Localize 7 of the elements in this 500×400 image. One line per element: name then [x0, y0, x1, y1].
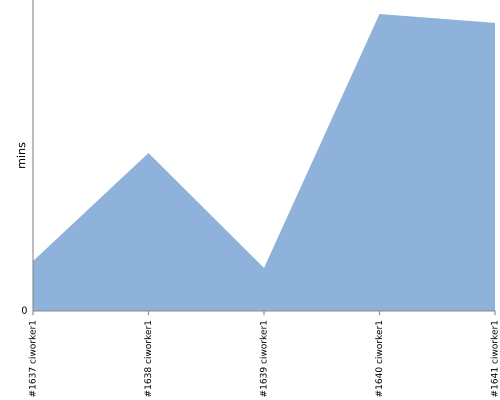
x-tick-label: #1638 ciworker1: [144, 320, 152, 397]
x-tick-label: #1637 ciworker1: [28, 320, 36, 397]
x-tick-label: #1641 ciworker1: [490, 320, 498, 397]
y-axis-title: mins: [16, 142, 26, 168]
x-tick-label: #1639 ciworker1: [260, 320, 267, 397]
x-tick-label: #1640 ciworker1: [375, 320, 382, 397]
text: 0: [22, 306, 27, 314]
